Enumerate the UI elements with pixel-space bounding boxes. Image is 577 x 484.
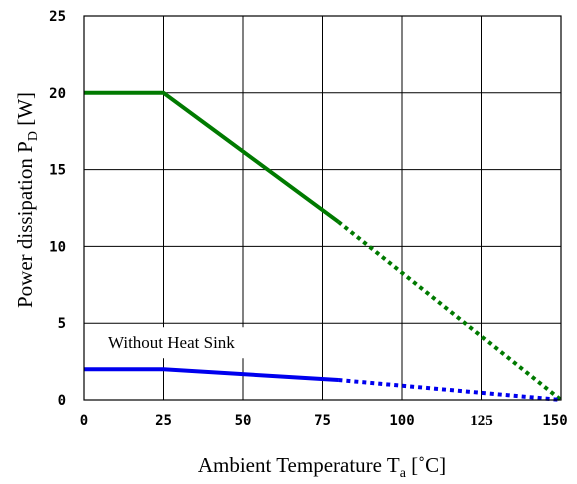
- plot-frame: [83, 15, 562, 401]
- series-layer: [84, 90, 563, 402]
- x-axis-title: Ambient Temperature Ta [˚C]: [198, 453, 446, 481]
- x-tick-label: 100: [389, 413, 414, 429]
- annotation-0-text: Without Heat Sink: [108, 333, 235, 352]
- y-axis-title-unit: [W]: [13, 92, 37, 131]
- y-tick-label: 20: [49, 86, 66, 102]
- y-tick-label: 0: [58, 393, 66, 409]
- y-axis-title-subscript: D: [26, 131, 41, 141]
- annotation-layer: Without Heat Sink: [85, 327, 288, 359]
- x-tick-label: 150: [542, 413, 567, 429]
- x-tick-label: 50: [235, 413, 252, 429]
- y-tick-label: 5: [58, 316, 66, 332]
- x-tick-label: 125: [470, 413, 493, 429]
- series-0-dotted-line: [337, 220, 563, 402]
- grid: [84, 16, 561, 400]
- x-tick-label: 25: [155, 413, 172, 429]
- series-0-solid-line: [84, 90, 340, 224]
- x-axis-title-main: Ambient Temperature T: [198, 453, 400, 477]
- x-axis-title-unit: [˚C]: [406, 453, 446, 477]
- x-tick-label: 75: [314, 413, 331, 429]
- annotation-0-background: [85, 327, 288, 359]
- tick-labels: 0 5 10 15 20 25 0 25 50 75 100 125 150: [49, 9, 568, 429]
- series-1-solid-line: [84, 367, 339, 383]
- y-tick-label: 10: [49, 239, 66, 255]
- y-tick-label: 25: [49, 9, 66, 25]
- series-1-dotted-line: [338, 378, 562, 402]
- x-tick-label: 0: [80, 413, 88, 429]
- y-tick-label: 15: [49, 163, 66, 179]
- y-axis-title-main: Power dissipation P: [13, 141, 37, 308]
- x-axis-title-subscript: a: [400, 466, 407, 481]
- y-axis-title: Power dissipation PD [W]: [13, 92, 41, 308]
